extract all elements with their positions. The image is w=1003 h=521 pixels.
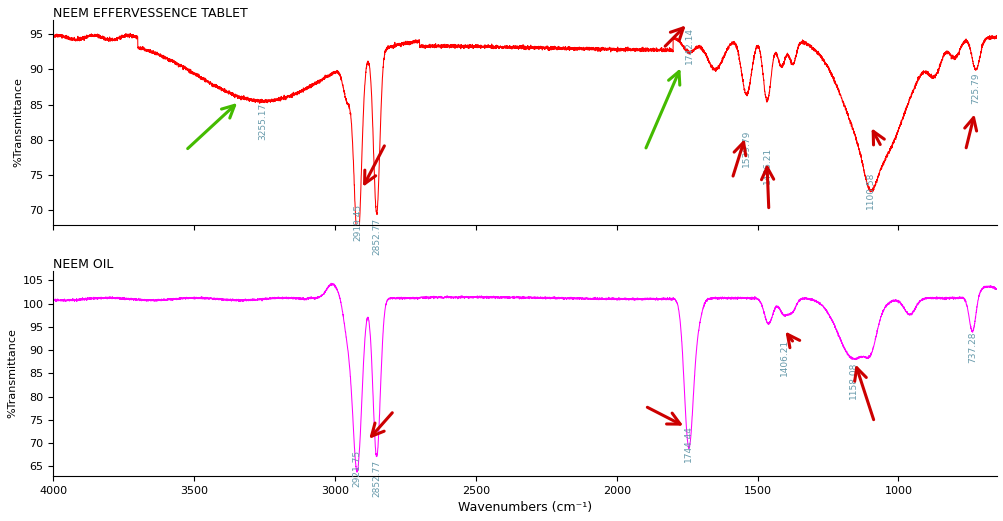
Text: 737.28: 737.28 bbox=[967, 332, 976, 363]
Text: 1406.21: 1406.21 bbox=[778, 339, 787, 376]
Text: 1539.79: 1539.79 bbox=[741, 129, 750, 167]
Text: 2921.75: 2921.75 bbox=[352, 450, 361, 487]
Y-axis label: %Transmittance: %Transmittance bbox=[14, 77, 24, 167]
Text: 1742.14: 1742.14 bbox=[684, 27, 693, 64]
Text: 2919.45: 2919.45 bbox=[353, 203, 362, 241]
Text: 725.79: 725.79 bbox=[970, 73, 979, 104]
Text: 2852.77: 2852.77 bbox=[371, 217, 380, 255]
X-axis label: Wavenumbers (cm⁻¹): Wavenumbers (cm⁻¹) bbox=[457, 501, 592, 514]
Text: 1744.44: 1744.44 bbox=[683, 425, 692, 462]
Text: NEEM OIL: NEEM OIL bbox=[53, 258, 113, 271]
Text: 1100.58: 1100.58 bbox=[865, 171, 874, 209]
Text: 2852.77: 2852.77 bbox=[371, 460, 380, 497]
Text: NEEM EFFERVESSENCE TABLET: NEEM EFFERVESSENCE TABLET bbox=[53, 7, 248, 20]
Text: 1158.08: 1158.08 bbox=[849, 362, 858, 399]
Text: 3255.17: 3255.17 bbox=[259, 103, 268, 140]
Text: 1466.21: 1466.21 bbox=[762, 147, 771, 184]
Y-axis label: %Transmittance: %Transmittance bbox=[7, 329, 17, 418]
